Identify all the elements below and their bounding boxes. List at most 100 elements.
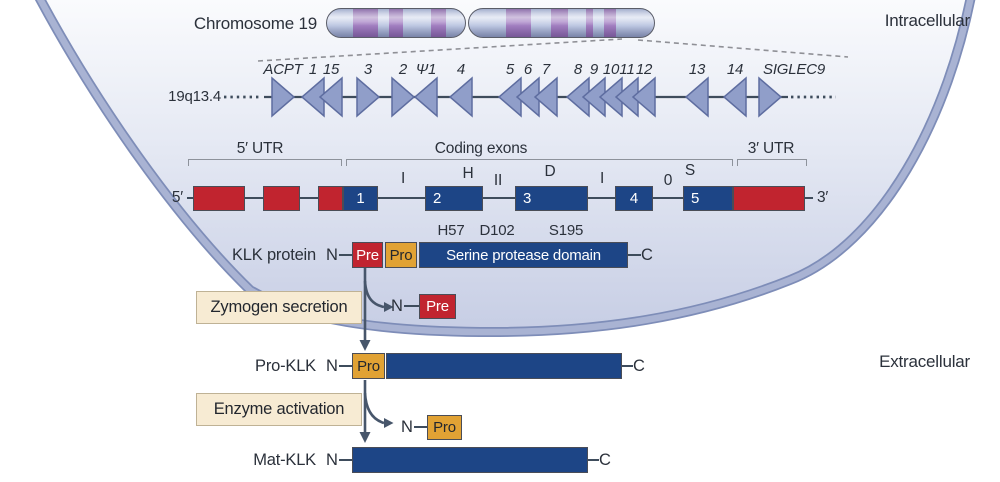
exon-number: 1 [356,190,365,207]
zymogen-secretion-arrow [363,268,385,341]
gene-label-12: 12 [635,61,653,78]
gene-label-8: 8 [573,61,583,78]
gene-arrow-SIGLEC9 [758,76,783,118]
transcript-annotation-0-5: 0 [663,172,673,189]
gene-label-7: 7 [541,61,551,78]
residue-label-D102: D102 [479,222,515,239]
protein-segment-Pro: Pro [352,353,385,379]
c-connector [588,459,599,461]
utr-box [193,186,245,211]
n-connector [339,459,352,461]
exon-number: 3 [523,190,532,207]
row-label-Pro-KLK: Pro-KLK [255,357,316,375]
n-connector [339,254,352,256]
protein-segment-body [386,353,622,379]
gene-arrow-12 [631,76,656,118]
gene-label-5: 5 [505,61,515,78]
process-step-Enzyme activation: Enzyme activation [196,393,362,426]
right-arrowhead-2 [384,418,394,428]
gene-label-4: 4 [456,61,466,78]
locus-label: 19q13.4 [168,88,221,105]
utr-box [318,186,343,211]
transcript-annotation-I-0: I [400,170,406,187]
gene-label-SIGLEC9: SIGLEC9 [763,61,825,78]
chromosome-label: Chromosome 19 [193,14,317,33]
n-connector [339,365,352,367]
bracket-5′ UTR [188,159,342,166]
c-connector [628,254,641,256]
gene-label-ACPT: ACPT [263,61,303,78]
secreted-n-label-Pro: N [401,418,413,436]
secreted-peptide-label: Pre [426,298,449,315]
gene-label-10: 10 [602,61,620,78]
row-label-Mat-KLK: Mat-KLK [253,451,316,469]
secreted-peptide-Pre: Pre [419,294,456,319]
utr-box [263,186,300,211]
transcript-annotation-H-1: H [462,165,474,182]
exon-box-2: 2 [425,186,483,211]
transcript-annotation-D-3: D [544,163,556,180]
row-label-KLK protein: KLK protein [231,246,316,264]
protein-segment-label: Pro [389,246,413,264]
secreted-peptide-label: Pro [433,419,456,436]
protein-segment-Serine protease domain: Serine protease domain [419,242,628,268]
residue-label-S195: S195 [548,222,584,239]
gene-label-15: 15 [322,61,340,78]
protein-segment-label: Serine protease domain [446,246,601,264]
gene-arrow-3 [356,76,381,118]
right-arrowhead-1 [384,302,394,312]
down-arrowhead-1 [359,340,371,351]
secreted-n-label-Pre: N [391,297,403,315]
n-terminus-label: N [326,357,338,375]
gene-arrow-7 [533,76,558,118]
exon-box-4: 4 [615,186,653,211]
gene-label-13: 13 [688,61,706,78]
exon-number: 4 [629,190,639,207]
transcript-annotation-I-4: I [599,170,605,187]
exon-number: 5 [691,190,700,207]
secreted-peptide-Pro: Pro [427,415,462,440]
gene-label-14: 14 [726,61,744,78]
extracellular-label: Extracellular [879,352,970,371]
n-terminus-label: N [326,451,338,469]
gene-arrow-4 [448,76,473,118]
gene-arrow-15 [318,76,343,118]
c-terminus-label: C [633,357,645,375]
gene-arrow-Ψ1 [413,76,438,118]
gene-label-2: 2 [398,61,408,78]
gene-label-1: 1 [308,61,318,78]
bracket-Coding exons [346,159,733,166]
down-arrowhead-2 [359,432,371,443]
gene-label-9: 9 [589,61,599,78]
secreted-n-connector [414,426,427,428]
zoom-funnel-line-1 [257,38,623,62]
residue-label-H57: H57 [437,222,465,239]
bracket-label-Coding exons: Coding exons [434,140,528,157]
gene-arrow-13 [684,76,709,118]
protein-segment-Pro: Pro [385,242,417,268]
transcript-annotation-II-2: II [493,172,503,189]
protein-segment-Pre: Pre [352,242,383,268]
exon-box-5: 5 [683,186,733,211]
enzyme-activation-arrow [363,380,385,433]
gene-arrow-2 [391,76,416,118]
five-prime-label: 5′ [171,189,183,206]
gene-label-Ψ1: Ψ1 [415,61,437,78]
n-terminus-label: N [326,246,338,264]
protein-segment-body [352,447,588,473]
process-step-Zymogen secretion: Zymogen secretion [196,291,362,324]
secreted-n-connector [404,305,419,307]
three-prime-label: 3′ [817,189,829,206]
gene-label-6: 6 [523,61,533,78]
exon-box-1: 1 [343,186,378,211]
zoom-funnel-line-2 [637,39,849,58]
utr-box [733,186,805,211]
protein-segment-label: Pro [357,357,380,375]
c-terminus-label: C [641,246,653,264]
exon-box-3: 3 [515,186,588,211]
exon-number: 2 [433,190,442,207]
gene-label-11: 11 [619,61,635,78]
